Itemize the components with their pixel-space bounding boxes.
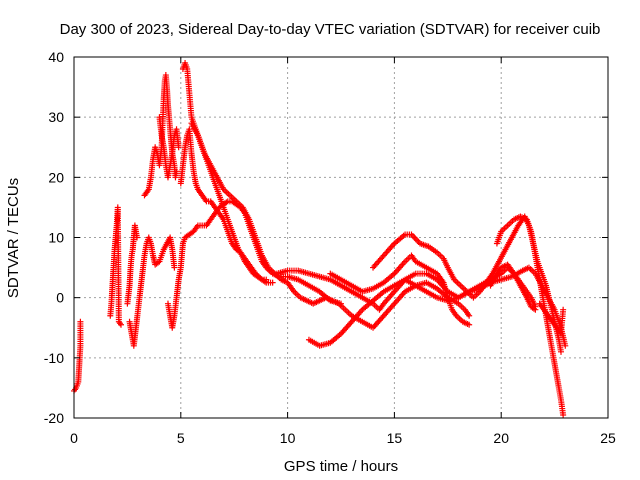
y-tick-label: 30 [48, 109, 64, 125]
series-track-10 [188, 120, 473, 331]
series-track-7 [164, 198, 344, 331]
data-point [560, 411, 567, 418]
data-point [171, 264, 178, 271]
y-tick-label: 0 [56, 290, 64, 306]
y-tick-label: 10 [48, 230, 64, 246]
chart-title: Day 300 of 2023, Sidereal Day-to-day VTE… [60, 21, 601, 38]
data-point [466, 312, 473, 319]
x-tick-label: 10 [280, 430, 296, 446]
series-track-15 [493, 213, 567, 418]
data-point [269, 279, 276, 286]
data-markers [71, 60, 569, 418]
series-track-3 [124, 222, 141, 307]
data-point [558, 348, 565, 355]
data-point [117, 321, 124, 328]
x-tick-label: 25 [600, 430, 616, 446]
y-tick-label: 40 [48, 49, 64, 65]
grid [74, 57, 608, 418]
y-tick-label: -10 [44, 350, 64, 366]
y-tick-label: -20 [44, 410, 64, 426]
data-point [173, 168, 180, 175]
data-point [532, 306, 539, 313]
x-tick-label: 15 [387, 430, 403, 446]
x-tick-label: 5 [177, 430, 185, 446]
data-point [466, 321, 473, 328]
axis-ticks: 0 5 10 15 20 25 -20 -10 0 10 20 30 40 [44, 49, 616, 446]
x-axis-title: GPS time / hours [284, 458, 398, 475]
y-tick-label: 20 [48, 169, 64, 185]
series-track-1 [71, 318, 84, 394]
x-tick-label: 0 [70, 430, 78, 446]
x-tick-label: 20 [493, 430, 509, 446]
data-point [175, 144, 182, 151]
data-point [77, 318, 84, 325]
series-track-2 [107, 204, 124, 328]
data-point [134, 234, 141, 241]
data-point [560, 306, 567, 313]
series-track-17 [536, 300, 567, 337]
series-track-4 [126, 234, 178, 349]
y-axis-title: SDTVAR / TECUs [5, 178, 22, 298]
series-track-6 [156, 114, 182, 181]
data-point [562, 342, 569, 349]
series-track-16 [487, 261, 539, 313]
